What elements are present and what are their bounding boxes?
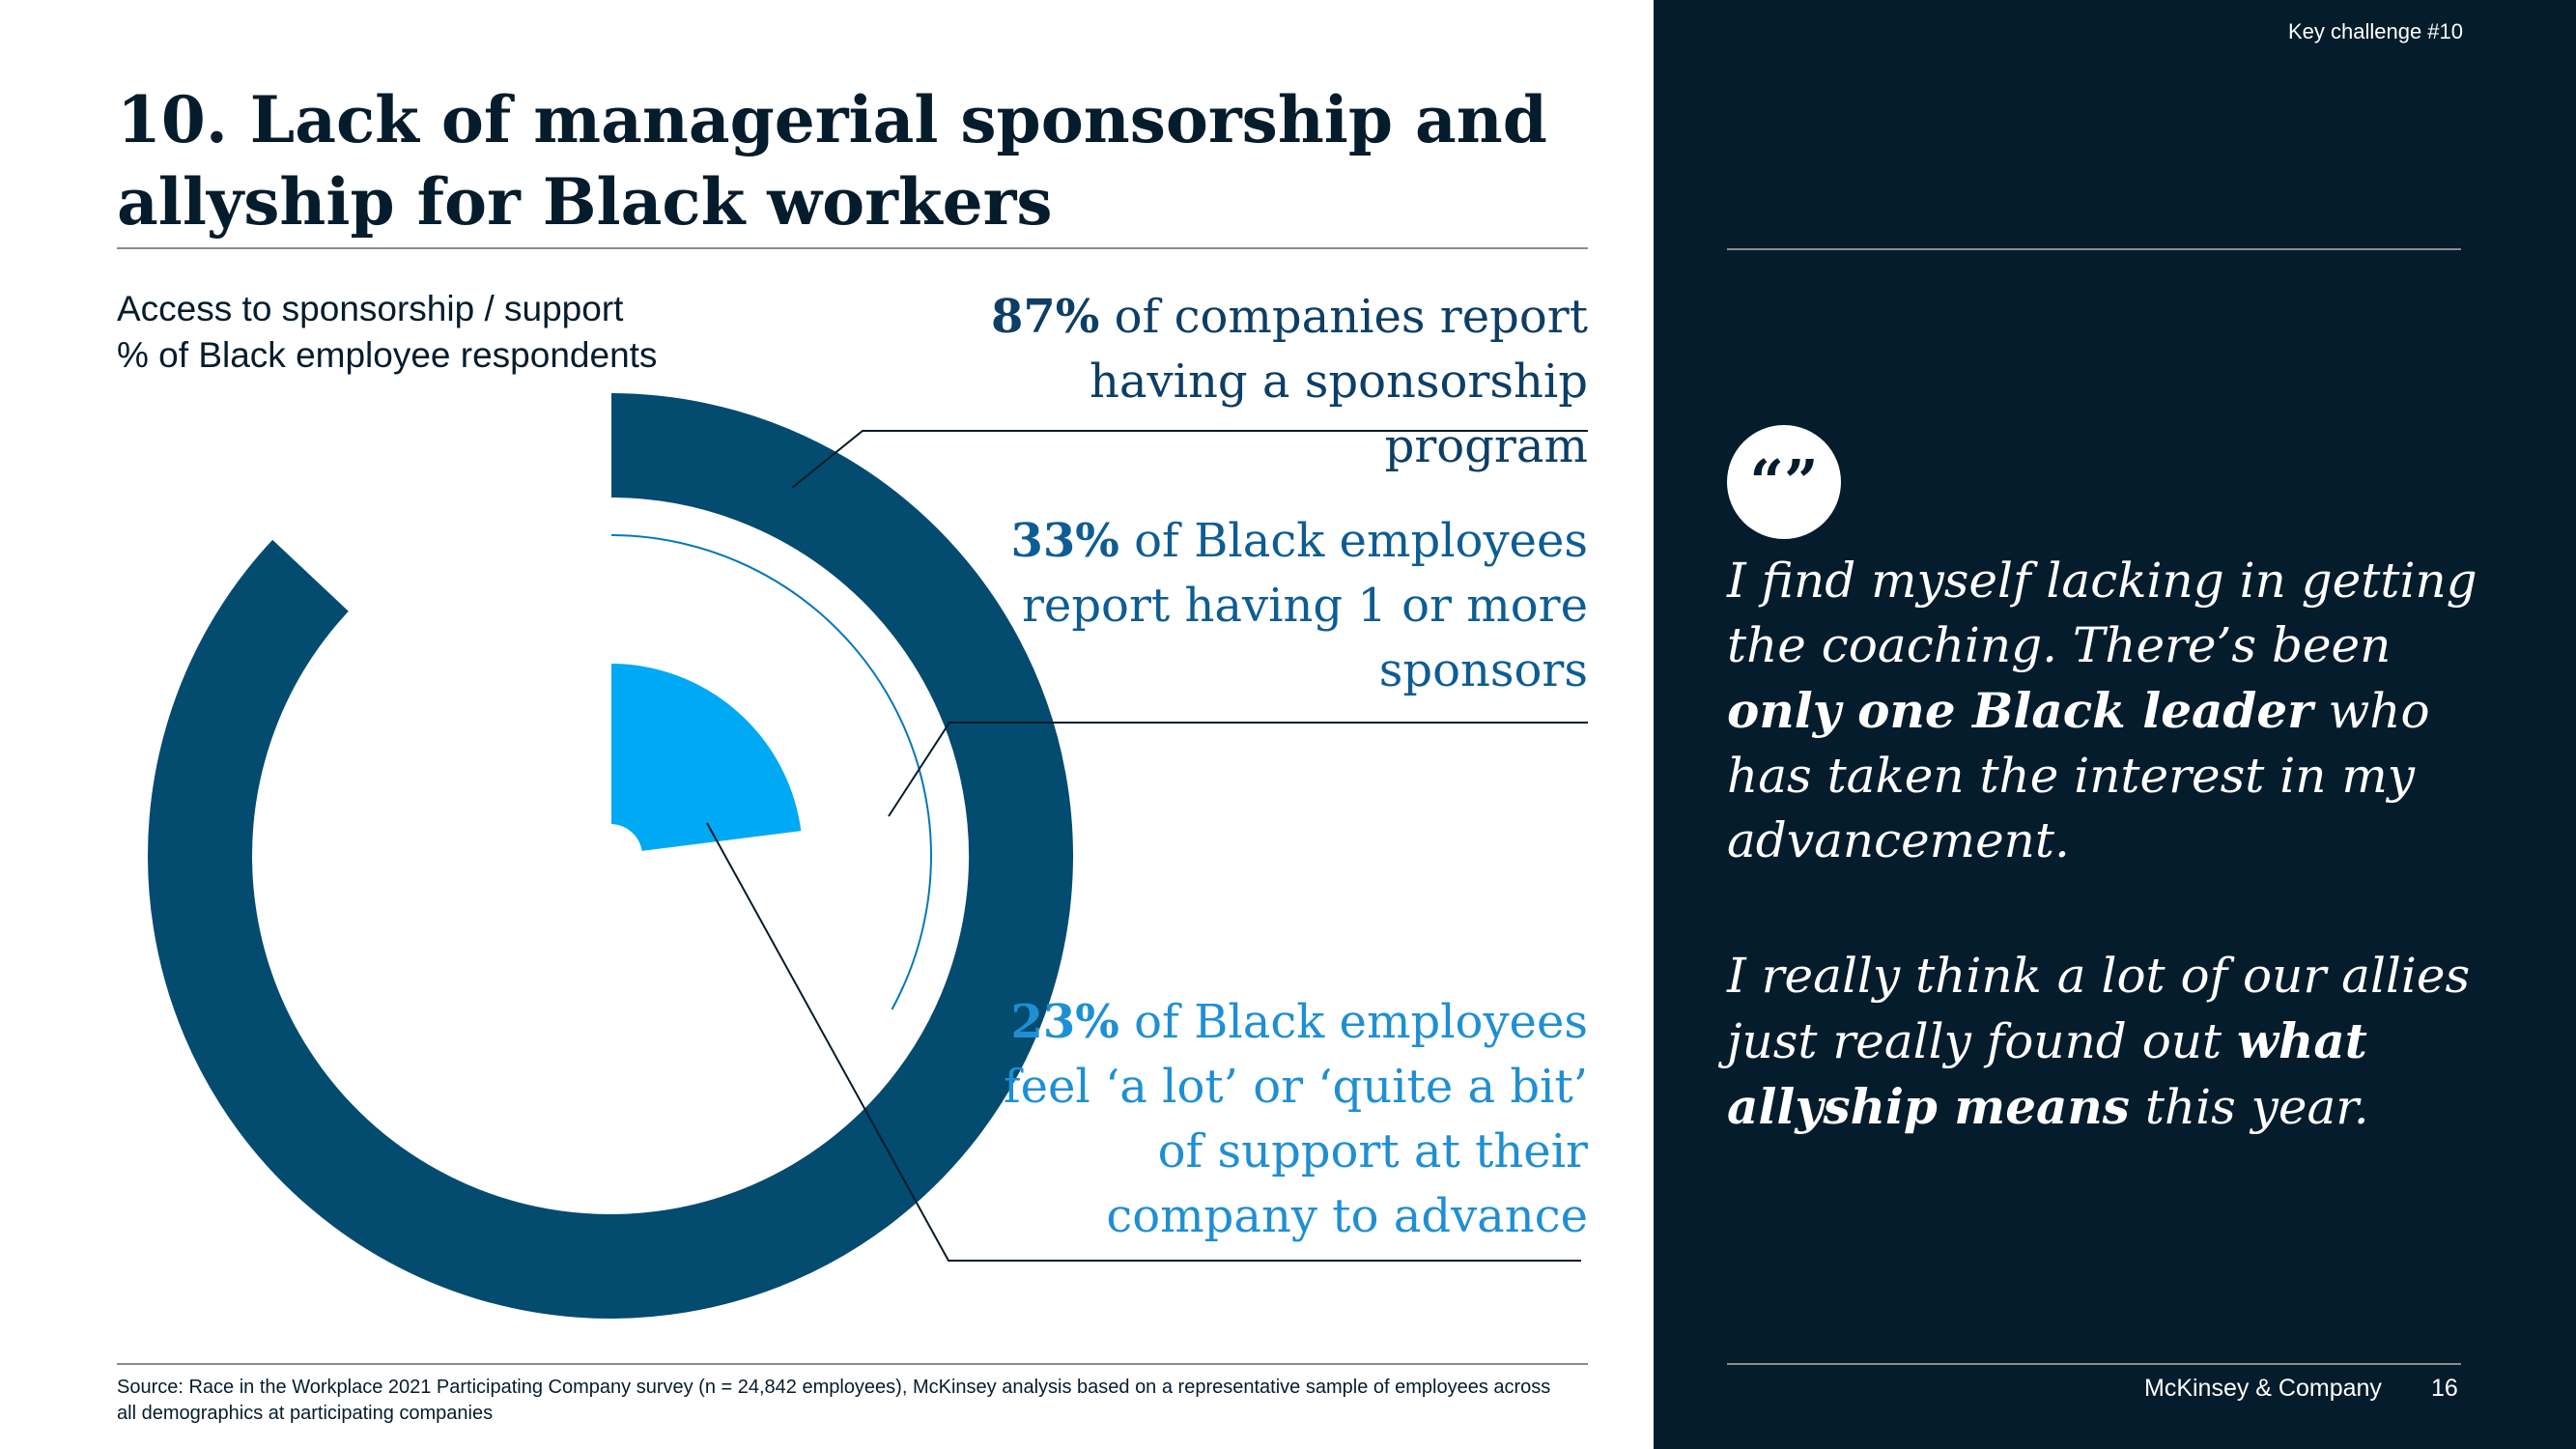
callout-companies-pct: 87% — [991, 290, 1100, 344]
quote-1-pre: I find myself lacking in getting the coa… — [1727, 553, 2477, 673]
source-divider — [117, 1363, 1588, 1365]
quote-paragraph-2: I really think a lot of our allies just … — [1727, 944, 2519, 1140]
callout-sponsors-text: of Black employees report having 1 or mo… — [1021, 514, 1588, 697]
quote-2-pre: I really think a lot of our allies just … — [1727, 948, 2471, 1069]
page-number: 16 — [2431, 1375, 2458, 1402]
quote-mark-icon: “” — [1727, 425, 1841, 539]
page-title: 10. Lack of managerial sponsorship and a… — [117, 82, 1547, 240]
chart-title: Access to sponsorship / support — [117, 289, 624, 328]
radial-bar-chart — [146, 390, 1588, 1321]
title-divider — [117, 247, 1588, 249]
quote-1-post: who has taken the interest in my advance… — [1727, 683, 2430, 868]
quote-paragraph-1: I find myself lacking in getting the coa… — [1727, 549, 2519, 873]
quote-2-post: this year. — [2129, 1079, 2369, 1135]
callout-support-text: of Black employees feel ‘a lot’ or ‘quit… — [1003, 995, 1588, 1243]
brand-name: McKinsey & Company — [2144, 1375, 2382, 1402]
sidebar-bottom-divider — [1727, 1363, 2461, 1365]
callout-companies-text: of companies report having a sponsorship… — [1089, 290, 1588, 473]
callout-sponsors: 33% of Black employees report having 1 o… — [970, 509, 1588, 703]
ring-support-bar — [609, 661, 804, 854]
quote-sidebar — [1654, 0, 2576, 1449]
leader-support — [706, 822, 1581, 1262]
chart-subtitle: % of Black employee respondents — [117, 335, 658, 375]
source-note: Source: Race in the Workplace 2021 Parti… — [117, 1377, 1551, 1424]
ring-companies-bar — [146, 390, 1075, 1321]
leader-sponsors — [888, 722, 1588, 817]
quote-2-bold: what allyship means — [1727, 1012, 2367, 1135]
ring-sponsors-bar — [609, 531, 934, 1013]
callout-support-pct: 23% — [1010, 995, 1119, 1049]
callout-companies: 87% of companies report having a sponsor… — [873, 285, 1588, 479]
callout-sponsors-pct: 33% — [1010, 514, 1119, 568]
leader-companies — [791, 430, 1588, 489]
quote-1-bold: only one Black leader — [1727, 682, 2313, 739]
sidebar-top-divider — [1727, 248, 2461, 250]
key-challenge-label: Key challenge #10 — [2287, 19, 2463, 43]
callout-support: 23% of Black employees feel ‘a lot’ or ‘… — [970, 990, 1588, 1249]
